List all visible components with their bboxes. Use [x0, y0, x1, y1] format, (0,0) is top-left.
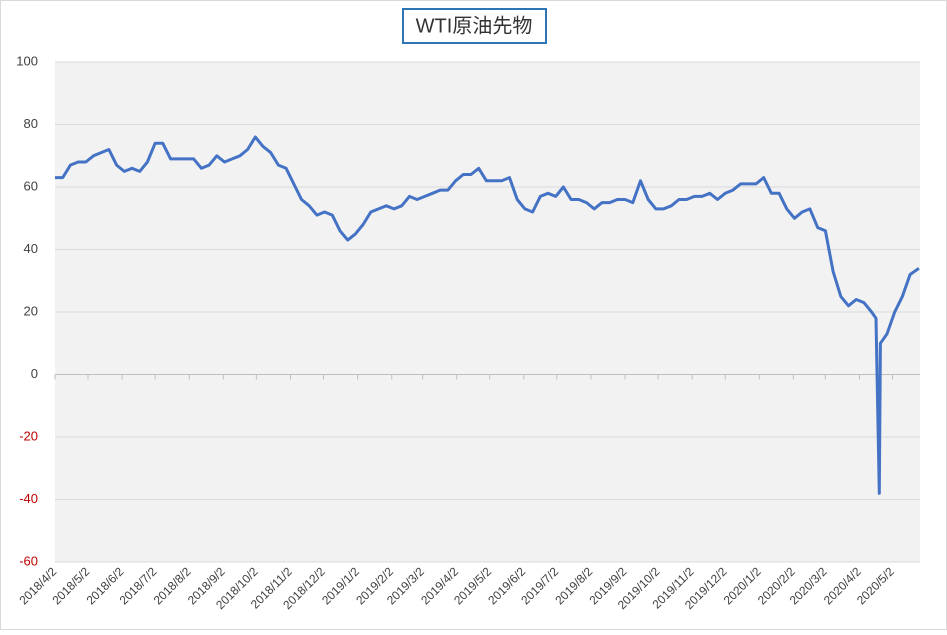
y-tick-label: 40	[24, 241, 38, 256]
y-tick-label: 100	[16, 53, 38, 68]
y-tick-label: -40	[19, 491, 38, 506]
y-tick-label: -20	[19, 428, 38, 443]
title-box	[402, 8, 547, 44]
y-tick-label: 0	[31, 366, 38, 381]
y-tick-label: -60	[19, 553, 38, 568]
chart-title: WTI原油先物	[416, 14, 533, 37]
price-line	[55, 135, 920, 495]
y-tick-label: 80	[24, 116, 38, 131]
y-tick-label: 60	[24, 178, 38, 193]
y-tick-label: 20	[24, 303, 38, 318]
